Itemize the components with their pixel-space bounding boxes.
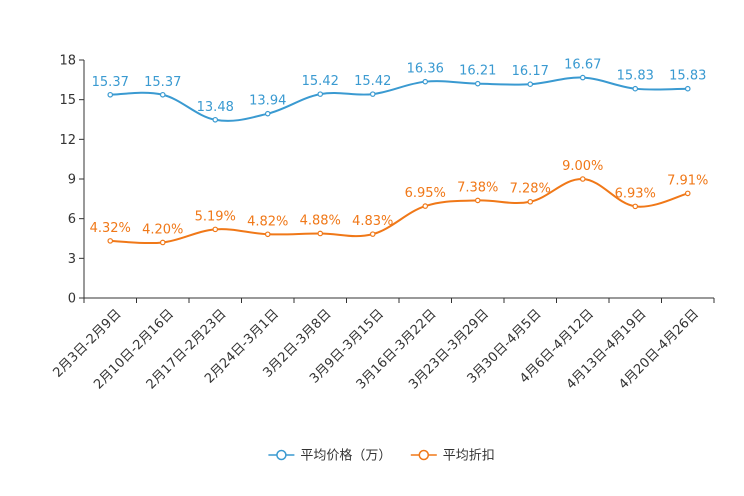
data-point[interactable] (474, 80, 481, 87)
data-label: 7.91% (667, 173, 708, 188)
data-point[interactable] (317, 91, 324, 97)
data-label: 16.21 (459, 64, 496, 79)
y-tick-label: 9 (68, 173, 76, 188)
y-tick-label: 15 (59, 93, 76, 108)
data-label: 16.17 (512, 64, 549, 79)
data-point[interactable] (107, 238, 114, 244)
data-label: 15.37 (144, 75, 181, 90)
legend[interactable]: 平均价格（万） 平均折扣 (268, 448, 495, 464)
y-tick-label: 3 (68, 252, 76, 267)
data-point[interactable] (474, 197, 481, 204)
data-point[interactable] (422, 203, 429, 209)
legend-item-1[interactable]: 平均价格（万） (268, 448, 391, 464)
legend-label: 平均价格（万） (300, 448, 391, 464)
legend-item-2[interactable]: 平均折扣 (410, 449, 495, 464)
data-point[interactable] (317, 230, 324, 237)
data-label: 15.83 (669, 69, 706, 84)
data-label: 15.83 (617, 69, 654, 84)
y-tick-label: 12 (59, 133, 76, 148)
data-label: 6.93% (615, 186, 656, 201)
data-label: 16.36 (407, 62, 444, 77)
data-point[interactable] (159, 91, 166, 98)
data-point[interactable] (212, 226, 219, 233)
data-label: 16.67 (564, 58, 601, 73)
data-label: 4.20% (142, 222, 183, 237)
data-point[interactable] (527, 198, 534, 205)
data-label: 9.00% (562, 159, 603, 174)
data-point[interactable] (159, 239, 166, 246)
data-label: 4.32% (90, 221, 131, 236)
legend-marker-icon (418, 449, 430, 461)
data-label: 13.94 (249, 94, 286, 109)
data-point[interactable] (527, 81, 534, 87)
data-point[interactable] (264, 110, 271, 117)
y-tick-label: 6 (68, 212, 76, 227)
data-label: 4.88% (300, 213, 341, 228)
data-point[interactable] (579, 176, 586, 182)
series-2: 4.32% 4.20% 5.19% 4.82% 4.88% 4.83% 6.95% 7.38%… (90, 159, 708, 246)
data-label: 7.38% (457, 180, 498, 195)
data-point[interactable] (684, 190, 691, 197)
data-point[interactable] (632, 203, 639, 210)
data-label: 7.28% (510, 182, 551, 197)
data-label: 15.42 (302, 74, 339, 89)
series-line (110, 76, 688, 122)
data-point[interactable] (107, 91, 114, 98)
data-label: 4.82% (247, 214, 288, 229)
data-label: 15.42 (354, 74, 391, 89)
legend-marker-icon (276, 449, 287, 461)
data-label: 5.19% (195, 209, 236, 224)
data-label: 4.83% (352, 214, 393, 229)
data-point[interactable] (369, 91, 376, 97)
data-label: 15.37 (92, 75, 129, 90)
data-label: 13.48 (197, 100, 234, 115)
legend-label: 平均折扣 (443, 449, 495, 464)
series-1: 15.37 15.37 13.48 13.94 15.42 15.42 16.36 16.21… (92, 58, 706, 123)
data-point[interactable] (212, 116, 219, 123)
data-point[interactable] (422, 78, 429, 85)
data-point[interactable] (369, 231, 376, 237)
y-tick-label: 0 (68, 292, 76, 307)
data-point[interactable] (264, 231, 271, 238)
data-point[interactable] (632, 85, 639, 92)
series-line (110, 177, 689, 245)
data-point[interactable] (684, 85, 691, 92)
data-point[interactable] (579, 74, 586, 81)
series-layer: 15.37 15.37 13.48 13.94 15.42 15.42 16.36 16.21… (90, 58, 708, 246)
y-tick-label: 18 (59, 54, 76, 69)
data-label: 6.95% (405, 186, 446, 201)
